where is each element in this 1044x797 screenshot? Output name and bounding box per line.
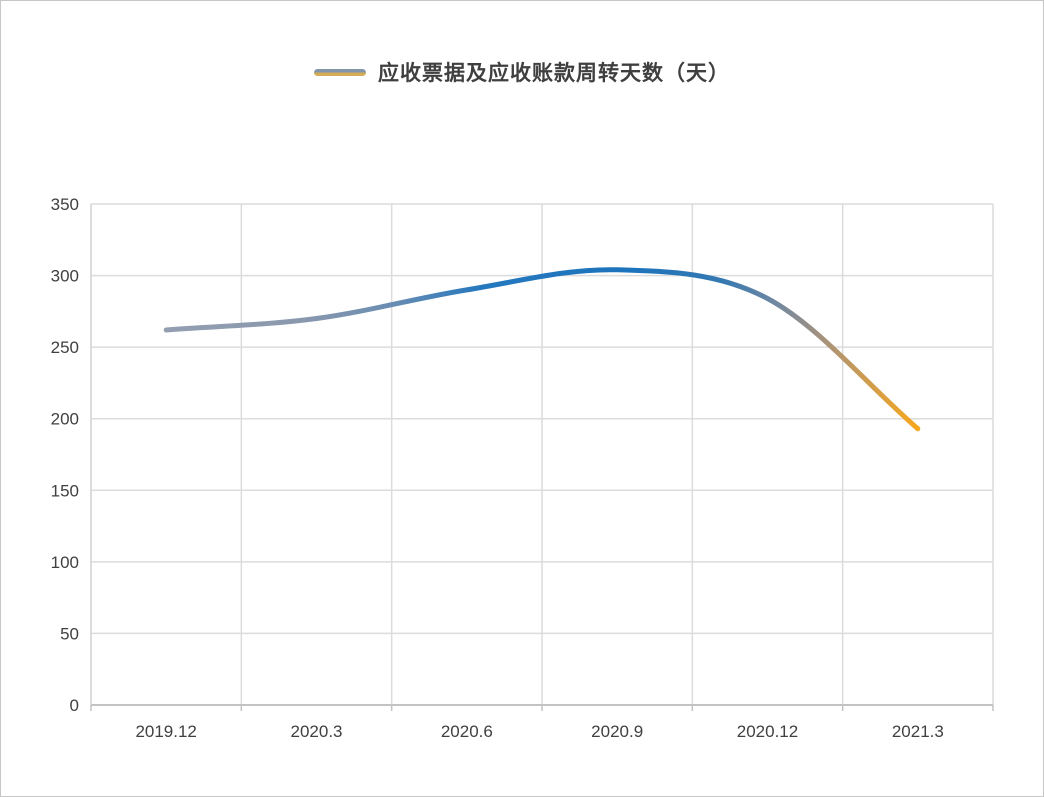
series-line [163,267,921,432]
legend-line-marker [314,68,366,76]
y-tick-label: 150 [51,481,79,500]
y-tick-label: 350 [51,195,79,214]
y-tick-label: 50 [60,624,79,643]
x-tick-label: 2020.3 [291,722,343,741]
y-tick-label: 200 [51,410,79,429]
x-tick-label: 2020.9 [591,722,643,741]
x-tick-label: 2021.3 [892,722,944,741]
x-tick-label: 2020.12 [737,722,798,741]
y-tick-label: 0 [70,696,79,715]
y-tick-label: 250 [51,338,79,357]
y-tick-label: 300 [51,267,79,286]
legend: 应收票据及应收账款周转天数（天） [1,53,1043,91]
y-tick-label: 100 [51,553,79,572]
x-tick-label: 2019.12 [135,722,196,741]
chart-title: 应收票据及应收账款周转天数（天） [378,62,730,85]
x-tick-label: 2020.6 [441,722,493,741]
